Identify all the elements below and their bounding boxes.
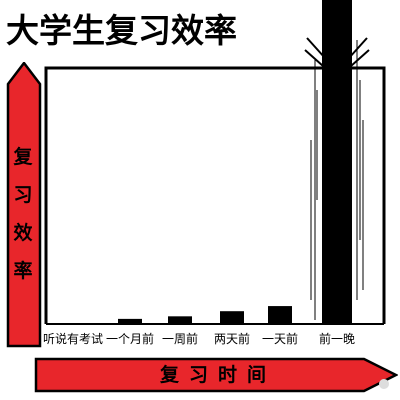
bar — [268, 306, 292, 324]
x-tick-label: 一周前 — [162, 331, 198, 346]
chart-title: 大学生复习效率 — [6, 11, 237, 50]
burst-line — [304, 49, 324, 67]
y-arrow-shape — [6, 62, 42, 348]
x-tick-label: 一个月前 — [106, 331, 154, 346]
bar — [220, 311, 244, 324]
y-axis-label-char: 习 — [13, 184, 33, 206]
y-axis-arrow — [6, 62, 42, 348]
plot-frame — [44, 66, 386, 324]
watermark-icon — [379, 379, 389, 389]
y-axis-label-char: 率 — [13, 260, 33, 282]
bar — [118, 318, 142, 324]
x-tick-label: 前一晚 — [319, 331, 355, 346]
x-tick-label: 听说有考试 — [43, 331, 103, 346]
bar — [168, 316, 192, 324]
burst-line — [348, 37, 368, 59]
y-axis-label-char: 效 — [13, 222, 33, 244]
y-axis-label-char: 复 — [13, 146, 33, 168]
x-tick-label: 一天前 — [262, 331, 298, 346]
x-tick-label: 两天前 — [214, 331, 250, 346]
burst-line — [350, 49, 370, 67]
bar — [322, 0, 352, 324]
x-axis-label: 复习时间 — [160, 364, 277, 386]
burst-line — [306, 37, 326, 59]
